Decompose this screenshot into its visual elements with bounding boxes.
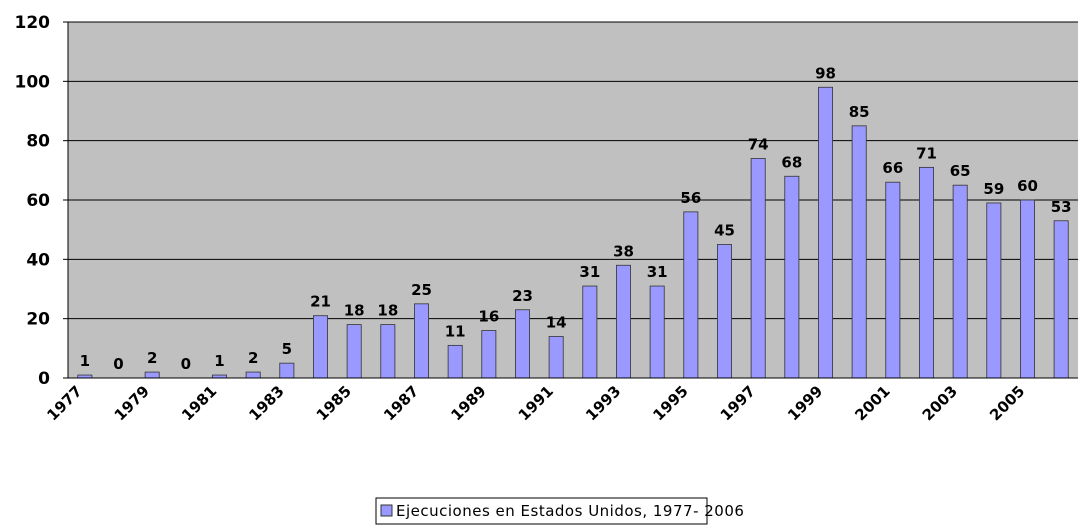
- data-label: 45: [714, 222, 735, 240]
- x-tick-label: 1997: [717, 382, 759, 424]
- bar: [582, 285, 598, 379]
- data-label: 25: [411, 281, 432, 299]
- bar: [683, 211, 699, 379]
- data-label: 5: [282, 340, 292, 358]
- data-label: 18: [377, 302, 398, 320]
- data-label: 1: [80, 352, 90, 370]
- bar: [952, 184, 968, 379]
- data-label: 18: [344, 302, 365, 320]
- bar: [919, 166, 934, 379]
- bar: [380, 324, 396, 379]
- bar: [1053, 220, 1069, 379]
- bar: [481, 330, 497, 379]
- y-tick-label: 40: [26, 250, 50, 270]
- data-label: 71: [916, 144, 937, 162]
- bar: [346, 324, 362, 379]
- data-label: 31: [579, 263, 600, 281]
- x-tick-label: 1983: [245, 382, 287, 424]
- y-tick-label: 120: [15, 13, 51, 33]
- bar: [447, 344, 463, 379]
- y-tick-label: 100: [15, 72, 51, 92]
- data-label: 2: [248, 349, 258, 367]
- data-label: 0: [113, 355, 123, 373]
- legend-swatch: [380, 504, 393, 517]
- data-label: 2: [147, 349, 157, 367]
- x-tick-label: 1993: [582, 382, 624, 424]
- data-label: 68: [781, 153, 802, 171]
- bar: [717, 244, 732, 379]
- data-label: 65: [950, 162, 971, 180]
- data-label: 38: [613, 242, 634, 260]
- x-tick-label: 2001: [851, 382, 893, 424]
- data-label: 85: [849, 103, 870, 121]
- bar: [616, 264, 631, 379]
- data-label: 59: [983, 180, 1004, 198]
- bar: [414, 303, 429, 379]
- bar: [245, 371, 261, 379]
- y-tick-label: 60: [26, 191, 50, 211]
- data-label: 16: [478, 308, 499, 326]
- data-label: 60: [1017, 177, 1038, 195]
- data-label: 0: [181, 355, 191, 373]
- bar: [784, 175, 800, 379]
- x-tick-label: 1995: [649, 382, 691, 424]
- x-tick-label: 1979: [111, 382, 153, 424]
- x-tick-label: 1991: [515, 382, 557, 424]
- bar: [986, 202, 1002, 379]
- x-tick-label: 1987: [380, 382, 422, 424]
- data-label: 74: [748, 135, 769, 153]
- bar: [851, 125, 867, 379]
- bar: [279, 362, 295, 379]
- bar: [649, 285, 665, 379]
- data-label: 23: [512, 287, 533, 305]
- bar: [818, 86, 833, 379]
- bar: [548, 336, 564, 379]
- legend-label: Ejecuciones en Estados Unidos, 1977- 200…: [396, 502, 744, 520]
- x-tick-label: 1981: [178, 382, 220, 424]
- data-label: 31: [647, 263, 668, 281]
- y-tick-label: 20: [26, 310, 50, 330]
- x-tick-label: 1999: [784, 382, 826, 424]
- bar: [750, 158, 766, 379]
- data-label: 98: [815, 64, 836, 82]
- bar: [313, 315, 328, 379]
- bar: [144, 371, 160, 379]
- data-label: 1: [214, 352, 224, 370]
- bar: [885, 181, 901, 379]
- data-label: 66: [882, 159, 903, 177]
- y-tick-label: 80: [26, 132, 50, 152]
- x-tick-label: 1989: [447, 382, 489, 424]
- y-tick-label: 0: [38, 369, 50, 389]
- x-tick-label: 2005: [986, 382, 1028, 424]
- data-label: 56: [680, 189, 701, 207]
- data-label: 53: [1051, 198, 1072, 216]
- x-tick-label: 1985: [313, 382, 355, 424]
- bar: [515, 309, 530, 379]
- data-label: 21: [310, 293, 331, 311]
- data-label: 11: [445, 322, 466, 340]
- bar: [1020, 199, 1035, 379]
- x-tick-label: 2003: [919, 382, 961, 424]
- data-label: 14: [546, 313, 567, 331]
- legend-box: [375, 497, 708, 525]
